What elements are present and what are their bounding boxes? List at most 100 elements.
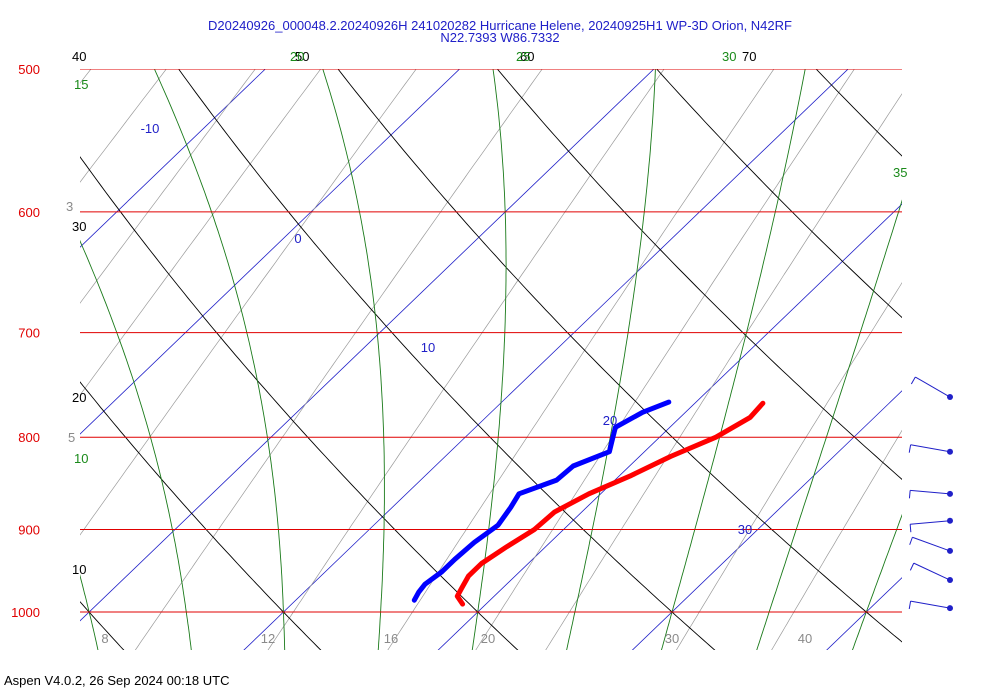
wind-barb-flag [909, 524, 912, 533]
dry-adiabat-line [80, 156, 519, 650]
x-tick-label: 12 [261, 631, 275, 646]
wind-barb [908, 444, 953, 455]
mixing-ratio-label: 3 [66, 199, 73, 214]
mixing-ratio-line [80, 69, 417, 536]
pressure-label: 1000 [11, 605, 40, 620]
wind-barb-flag [908, 601, 912, 610]
moist-adiabat-line [80, 239, 192, 650]
wind-barb [909, 517, 953, 533]
dry-adiabat-label: 30 [72, 219, 86, 234]
x-tick-label: 8 [101, 631, 108, 646]
isotherm-line [437, 203, 902, 650]
isotherm-label: 30 [738, 522, 752, 537]
isotherm-line [983, 0, 1000, 670]
pressure-label: 600 [18, 205, 40, 220]
isotherm-label: 10 [421, 340, 435, 355]
trace-layer [411, 399, 766, 607]
dry-adiabat-line [337, 69, 902, 643]
moist-adiabat-line [851, 513, 902, 650]
isotherm-line [243, 69, 849, 650]
mixing-ratio-line [80, 69, 322, 396]
moist-adiabat-label: 30 [722, 49, 736, 64]
mixing-ratio-label: 5 [68, 430, 75, 445]
wind-barb-staff [915, 376, 951, 398]
dry-adiabat-line [996, 0, 1000, 670]
moist-adiabat-label: 20 [290, 49, 304, 64]
dewpoint-trace [411, 399, 672, 603]
dry-adiabat-line [656, 69, 902, 319]
dry-adiabat-label: 20 [72, 390, 86, 405]
moist-adiabat-line [660, 69, 806, 650]
dry-adiabat-line [496, 69, 902, 480]
x-tick-label: 16 [384, 631, 398, 646]
mixing-ratio-line [134, 69, 543, 650]
isotherm-line [80, 69, 655, 622]
wind-barb-staff [910, 600, 951, 609]
mixing-ratio-line [80, 69, 167, 183]
pressure-label: 800 [18, 430, 40, 445]
wind-barb [909, 536, 953, 554]
chart-title-line2: N22.7393 W86.7332 [440, 30, 560, 45]
isotherm-label: 20 [603, 413, 617, 428]
dry-adiabat-label: 40 [72, 49, 86, 64]
isotherm-line [631, 390, 902, 650]
mixing-ratio-line [545, 93, 902, 650]
moist-adiabat-label: 10 [74, 451, 88, 466]
dry-adiabat-line [80, 381, 322, 650]
isotherm-label: 0 [294, 231, 301, 246]
wind-barb-staff [910, 444, 951, 453]
dry-adiabat-line [844, 0, 1000, 670]
x-tick-label: 30 [665, 631, 679, 646]
isotherm-label: -10 [141, 121, 160, 136]
mixing-ratio-line [387, 69, 775, 650]
wind-barb-flag [908, 490, 911, 499]
wind-barb [908, 489, 953, 499]
mixing-ratio-line [771, 429, 902, 650]
moist-adiabat-line [80, 574, 99, 650]
dry-adiabat-line [815, 69, 902, 157]
dry-adiabat-label: 10 [72, 562, 86, 577]
moist-adiabat-label: 35 [893, 165, 907, 180]
dry-adiabat-label: 60 [520, 49, 534, 64]
wind-barb-staff [913, 562, 951, 581]
pressure-label: 500 [18, 62, 40, 77]
wind-barb-flag [909, 562, 915, 571]
mixing-ratio-line [80, 69, 256, 304]
wind-barb-flag [909, 537, 913, 545]
isotherm-line [80, 69, 266, 248]
moist-adiabat-label: 15 [74, 77, 88, 92]
isotherm-line [80, 69, 461, 435]
mixing-ratio-line [475, 69, 855, 650]
isotherm-line [826, 577, 902, 650]
wind-barb-flag [910, 376, 916, 385]
moist-adiabat-line [471, 69, 507, 650]
moist-adiabat-line [566, 69, 656, 650]
temperature-trace [454, 400, 766, 607]
mixing-ratio-line [676, 282, 902, 650]
moist-adiabat-line [322, 69, 385, 650]
pressure-label: 900 [18, 522, 40, 537]
mixing-ratio-line [267, 69, 665, 650]
grid-layer [80, 0, 1000, 670]
moist-adiabat-label: 25 [516, 49, 530, 64]
chart-title: D20240926_000048.2.20240926H 241020282 H… [120, 18, 880, 45]
wind-barb-staff [910, 489, 951, 495]
wind-barb [908, 600, 953, 612]
dry-adiabat-label: 50 [295, 49, 309, 64]
wind-barb-staff [912, 536, 951, 552]
dry-adiabat-label: 70 [742, 49, 756, 64]
moist-adiabat-line [153, 69, 286, 650]
wind-barb [909, 562, 953, 584]
moist-adiabat-line [756, 199, 902, 650]
wind-barb [910, 376, 953, 401]
wind-barb-flag [908, 444, 912, 453]
wind-barb-layer [908, 376, 953, 612]
x-tick-label: 20 [481, 631, 495, 646]
x-tick-label: 40 [798, 631, 812, 646]
pressure-label: 700 [18, 326, 40, 341]
wind-barb-staff [910, 520, 951, 525]
chart-title-line1: D20240926_000048.2.20240926H 241020282 H… [208, 18, 792, 33]
dry-adiabat-line [178, 69, 716, 650]
footer-version: Aspen V4.0.2, 26 Sep 2024 00:18 UTC [4, 673, 230, 688]
